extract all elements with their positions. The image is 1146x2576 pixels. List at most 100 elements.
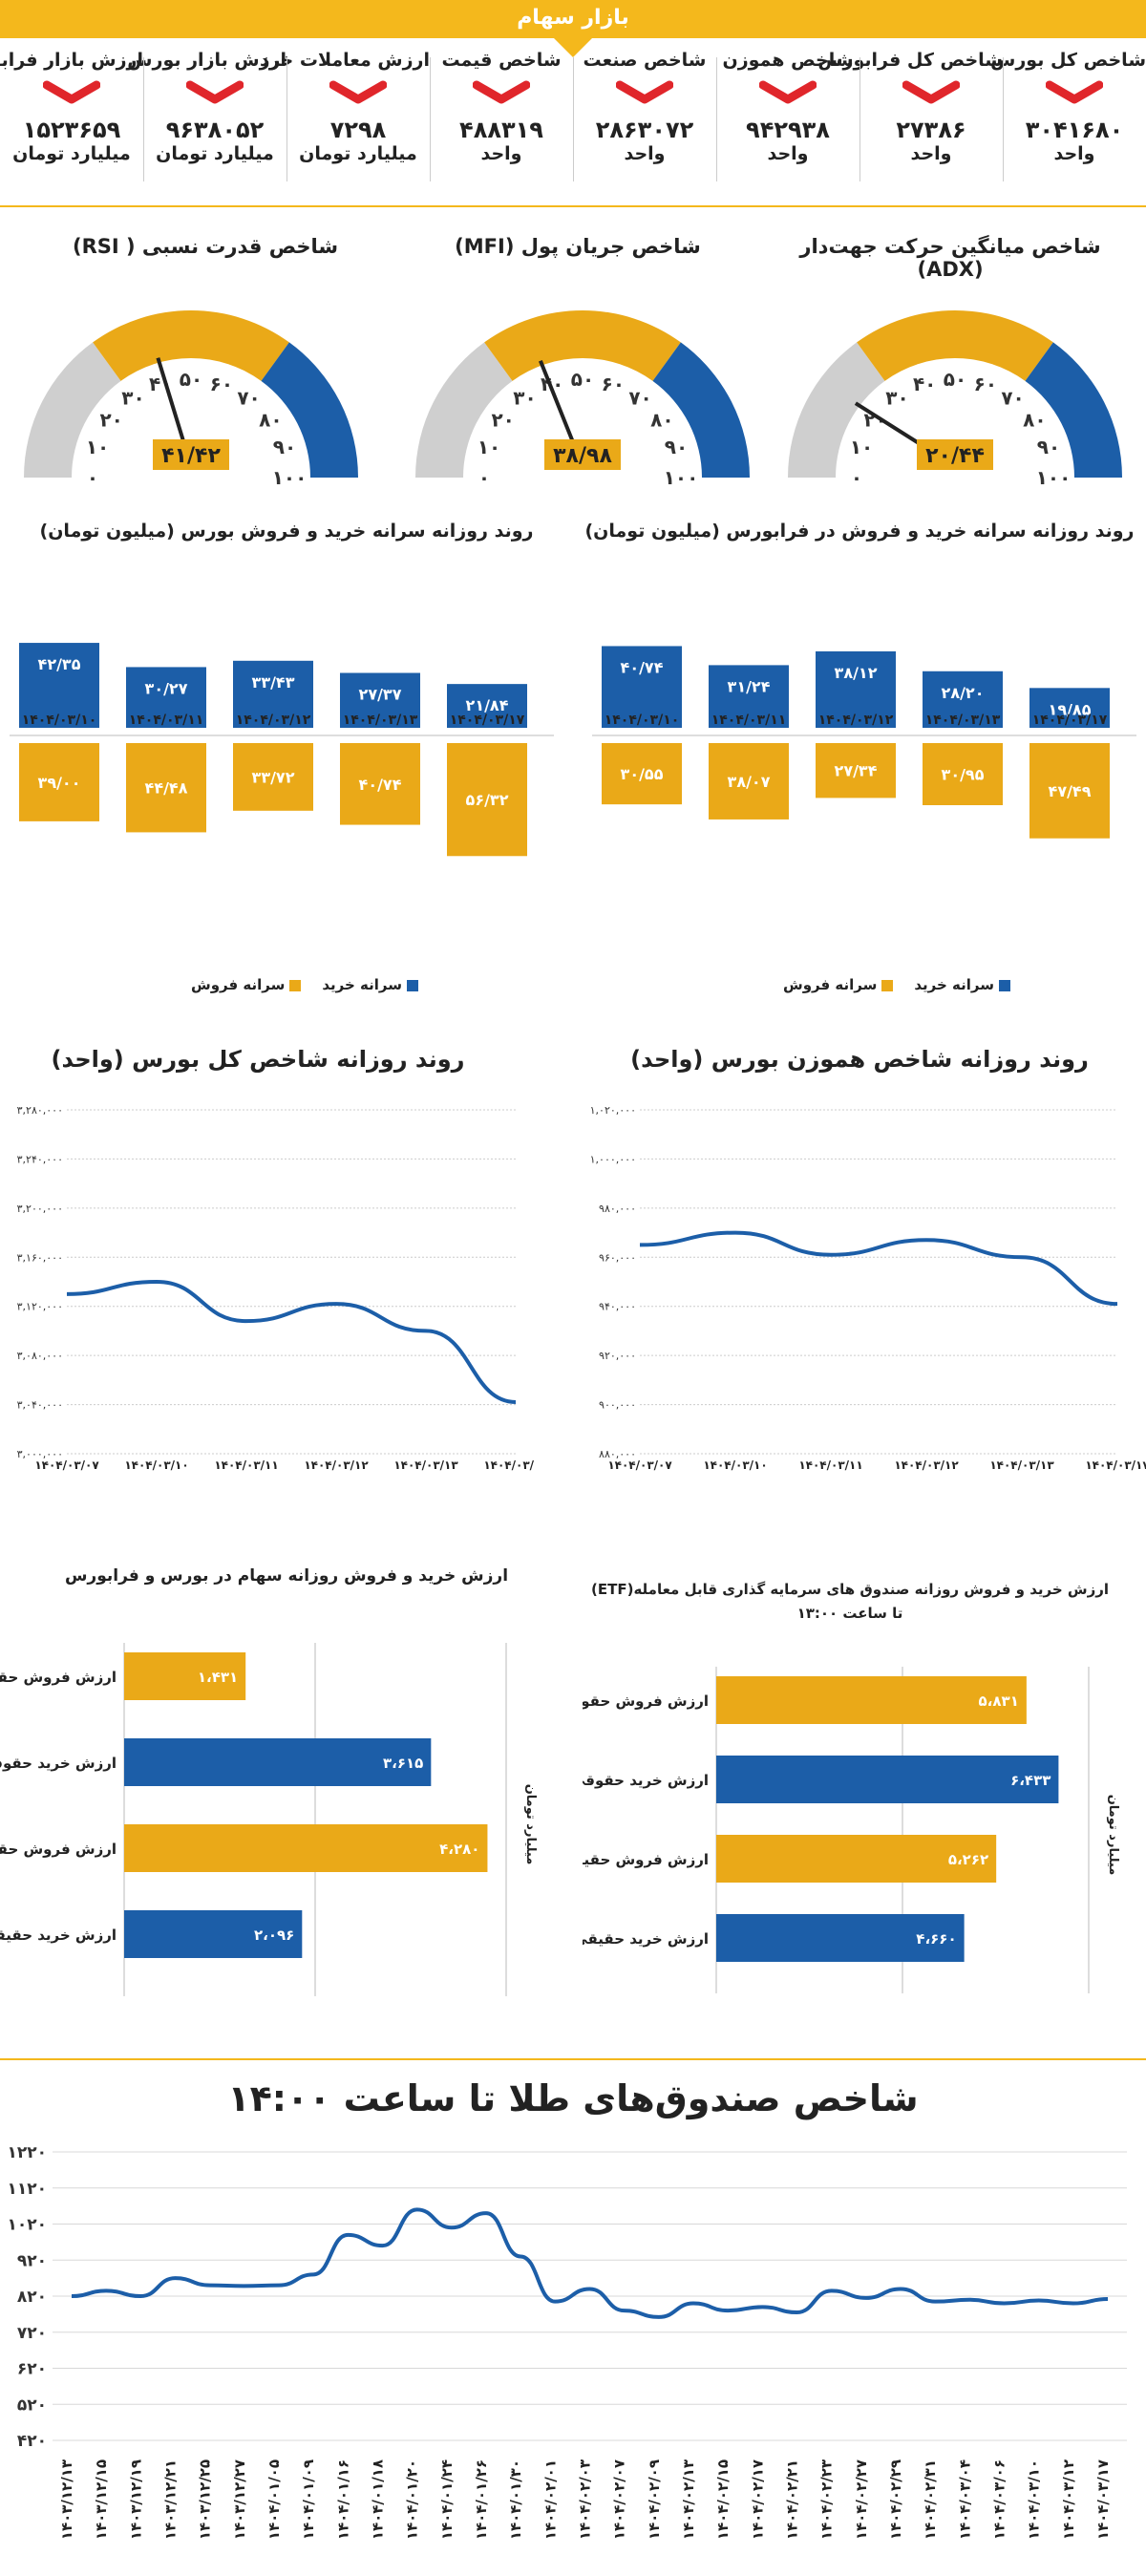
- down-chevron-icon: [185, 80, 244, 104]
- hbar: [716, 1676, 1027, 1724]
- hbar-category-label: ارزش خرید حقوقی: [583, 1772, 709, 1789]
- gauge-band-low: [788, 342, 885, 478]
- x-tick-label: ۱۴۰۴/۰۳/۱۳: [989, 1458, 1054, 1472]
- indicator-label: ارزش معاملات خرد: [259, 50, 430, 71]
- y-tick-label: ۸۸۰,۰۰۰: [599, 1448, 636, 1460]
- x-tick-label: ۱۴۰۴/۰۳/۰۷: [34, 1458, 99, 1472]
- bar-buy-label: ۴۰/۷۴: [621, 658, 664, 676]
- bar-category-label: ۱۴۰۴/۰۳/۱۲: [818, 713, 894, 728]
- bar-buy: [602, 646, 682, 728]
- indicator-label: ارزش بازار بورس: [127, 50, 286, 71]
- hbar-value-label: ۱،۴۳۱: [198, 1669, 238, 1686]
- unit-label: میلیارد تومان: [1106, 1795, 1120, 1876]
- y-tick-label: ۳,۰۰۰,۰۰۰: [17, 1448, 63, 1460]
- x-tick-label: ۱۴۰۴/۰۲/۲۷: [853, 2459, 870, 2540]
- bar-buy: [923, 671, 1003, 728]
- page-title: بازار سهام: [517, 6, 629, 30]
- y-tick-label: ۹۰۰,۰۰۰: [599, 1399, 636, 1412]
- x-tick-label: ۱۴۰۴/۰۳/۱۲: [304, 1458, 369, 1472]
- legend-farabourse: سرانه خرید سرانه فروش: [783, 976, 1010, 993]
- down-chevron-icon: [1045, 80, 1104, 104]
- legend-buy: سرانه خرید: [914, 976, 1010, 993]
- y-tick-label: ۹۲۰,۰۰۰: [599, 1350, 636, 1362]
- chart-stock-value: ۱،۴۳۱ ارزش فروش حقوقی ۳،۶۱۵ ارزش خرید حقوقی…: [0, 1643, 538, 1996]
- chart-title-farabourse: روند روزانه سرانه خرید و فروش در فرابورس…: [584, 521, 1135, 542]
- bar-buy-label: ۲۷/۳۷: [359, 686, 402, 704]
- chart-title-total-index: روند روزانه شاخص کل بورس (واحد): [51, 1046, 465, 1073]
- bar-sell: [447, 743, 527, 857]
- hbar: [124, 1652, 246, 1700]
- gauge-tick-label: ۶۰: [602, 373, 625, 395]
- y-tick-label: ۳,۱۶۰,۰۰۰: [17, 1251, 63, 1264]
- chart-farabourse-per-capita: ۴۰/۷۴ ۱۴۰۴/۰۳/۱۰ ۳۰/۵۵ ۳۱/۲۴ ۱۴۰۴/۰۳/۱۱ ۳۸/۰۷…: [592, 646, 1136, 839]
- gauge-value-box: [917, 439, 993, 470]
- bar-buy: [1029, 688, 1110, 728]
- gauge-tick-label: ۱۰۰: [664, 466, 699, 487]
- bar-category-label: ۱۴۰۴/۰۳/۱۲: [236, 713, 311, 728]
- hbar-category-label: ارزش فروش حقوقی: [0, 1669, 117, 1686]
- y-tick-label: ۳,۰۸۰,۰۰۰: [17, 1350, 63, 1362]
- y-tick-label: ۸۲۰: [17, 2288, 47, 2307]
- bar-sell: [709, 743, 789, 820]
- y-tick-label: ۷۲۰: [17, 2324, 47, 2343]
- bar-sell-label: ۴۷/۴۹: [1049, 782, 1092, 800]
- y-tick-label: ۳,۲۴۰,۰۰۰: [17, 1153, 63, 1165]
- gauge-tick-label: ۳۰: [121, 387, 144, 410]
- bar-sell-label: ۴۰/۷۴: [359, 776, 402, 794]
- chart-subtitle-etf: تا ساعت ۱۳:۰۰: [796, 1605, 903, 1622]
- bar-buy: [340, 672, 420, 728]
- indicator-unit: واحد: [624, 143, 666, 164]
- gauge-value-box: [153, 439, 229, 470]
- bar-sell-label: ۳۳/۷۲: [252, 768, 295, 786]
- x-tick-label: ۱۴۰۴/۰۲/۰۹: [646, 2459, 663, 2540]
- bar-sell: [19, 743, 99, 821]
- bar-category-label: ۱۴۰۴/۰۳/۱۱: [129, 713, 204, 728]
- y-tick-label: ۶۲۰: [17, 2360, 47, 2379]
- y-tick-label: ۹۸۰,۰۰۰: [599, 1203, 636, 1215]
- chart-bourse-per-capita: ۴۲/۳۵ ۱۴۰۴/۰۳/۱۰ ۳۹/۰۰ ۳۰/۲۷ ۱۴۰۴/۰۳/۱۱ ۴۴/۴۸…: [10, 643, 554, 857]
- x-tick-label: ۱۴۰۴/۰۲/۱۳: [680, 2459, 697, 2540]
- bar-category-label: ۱۴۰۴/۰۳/۱۱: [711, 713, 787, 728]
- bar-buy: [447, 684, 527, 728]
- indicator-unit: واحد: [910, 143, 952, 164]
- bar-sell-label: ۴۴/۴۸: [145, 779, 188, 798]
- indicator-unit: میلیارد تومان: [12, 143, 131, 164]
- indicator-divider: [430, 57, 431, 181]
- x-tick-label: ۱۴۰۴/۰۳/۰۶: [991, 2459, 1008, 2540]
- hbar-value-label: ۵،۲۶۲: [948, 1851, 988, 1868]
- gauge-tick-label: ۹۰: [665, 436, 688, 458]
- legend-buy-swatch: [998, 979, 1010, 991]
- gauge-tick-label: ۶۰: [210, 373, 233, 395]
- x-tick-label: ۱۴۰۴/۰۳/۱۷: [1094, 2459, 1112, 2540]
- legend-sell: سرانه فروش: [783, 976, 894, 993]
- indicator-divider: [1003, 57, 1004, 181]
- x-tick-label: ۱۴۰۴/۰۱/۳۰: [507, 2459, 524, 2540]
- y-tick-label: ۱۱۲۰: [7, 2180, 47, 2199]
- gauge-band-low: [415, 342, 513, 478]
- bar-buy: [816, 650, 896, 728]
- gauge-band-mid: [484, 310, 681, 381]
- hbar: [124, 1824, 488, 1872]
- indicator-card: شاخص هموزن ۹۴۲۹۳۸ واحد: [716, 50, 860, 193]
- bar-buy-label: ۲۸/۲۰: [942, 684, 985, 702]
- series-line: [66, 1279, 517, 1404]
- gauge-value: ۲۰/۴۴: [925, 444, 985, 468]
- indicator-unit: واحد: [480, 143, 522, 164]
- hbar: [124, 1910, 303, 1958]
- y-tick-label: ۳,۲۰۰,۰۰۰: [17, 1203, 63, 1215]
- gauge-band-mid: [93, 310, 289, 381]
- y-tick-label: ۹۶۰,۰۰۰: [599, 1251, 636, 1264]
- x-tick-label: ۱۴۰۴/۰۱/۱۸: [370, 2459, 387, 2540]
- gauge-tick-label: ۱۰: [86, 436, 109, 458]
- gauge-tick-label: ۱۰۰: [1036, 466, 1072, 487]
- legend-sell-swatch: [289, 979, 302, 991]
- x-tick-label: ۱۴۰۴/۰۱/۲۶: [473, 2459, 490, 2540]
- bar-sell-label: ۳۰/۵۵: [621, 765, 664, 783]
- hbar-category-label: ارزش فروش حقیقی: [583, 1851, 709, 1868]
- x-tick-label: ۱۴۰۴/۰۳/۱۲: [894, 1458, 959, 1472]
- gauge-tick-label: ۵۰: [180, 368, 202, 391]
- indicator-value: ۴۸۸۳۱۹: [459, 117, 543, 143]
- x-tick-label: ۱۴۰۴/۰۳/۱۱: [214, 1458, 278, 1472]
- gauge-value: ۳۸/۹۸: [553, 444, 612, 468]
- indicator-value: ۱۵۲۳۶۵۹: [22, 117, 121, 143]
